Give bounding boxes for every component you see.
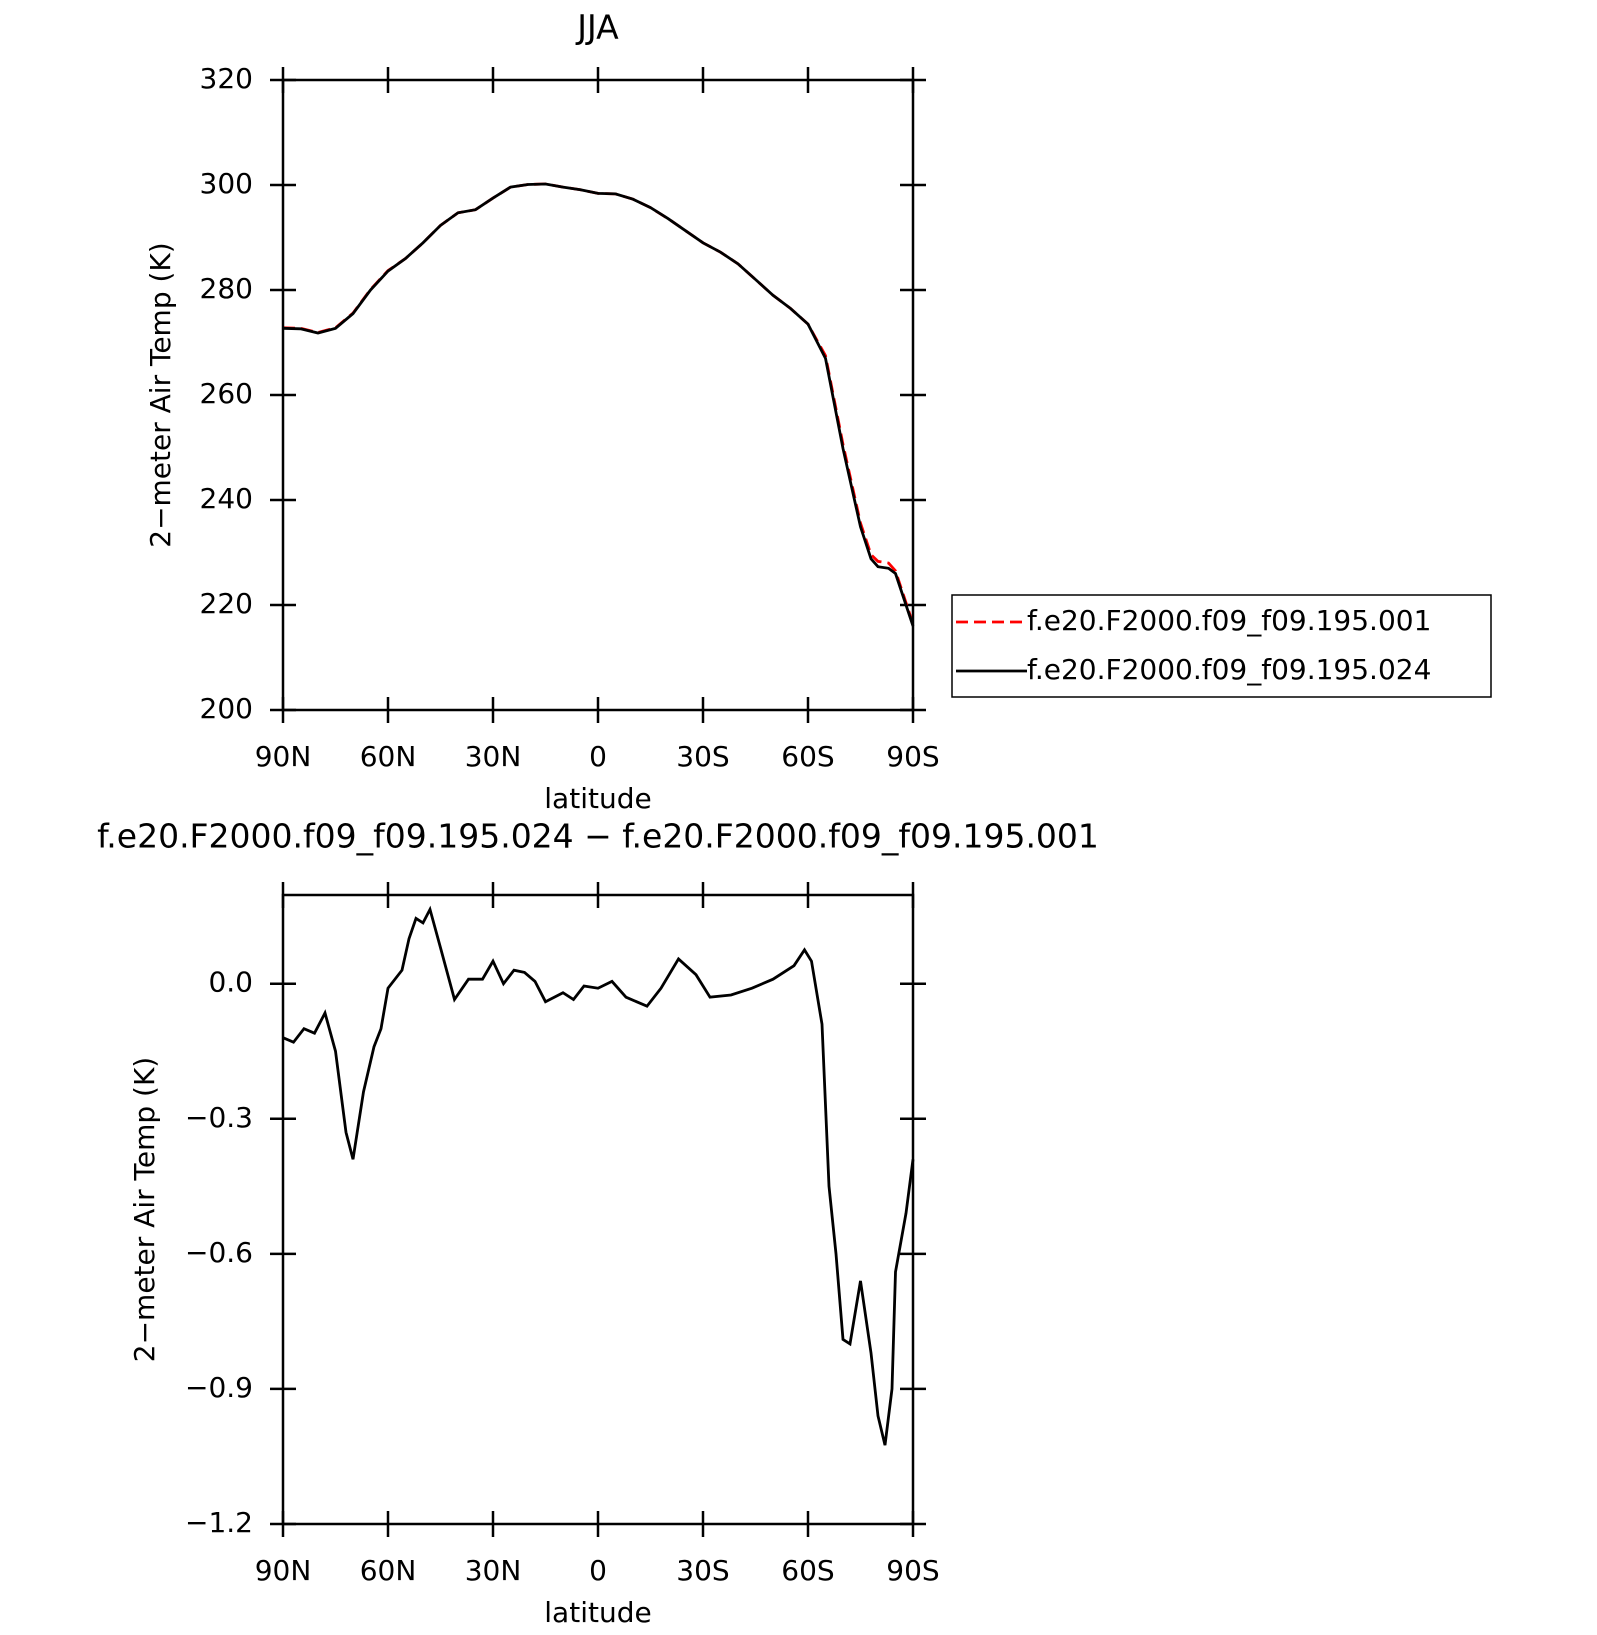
y-tick-label: 260 (200, 377, 253, 410)
y-tick-label: 320 (200, 62, 253, 95)
plot-frame (281, 78, 915, 712)
x-tick-label: 60S (781, 1554, 834, 1587)
y-axis-label: 2−meter Air Temp (K) (144, 242, 177, 547)
chart-title: f.e20.F2000.f09_f09.195.024 − f.e20.F200… (97, 817, 1099, 856)
y-tick-label: 220 (200, 587, 253, 620)
x-tick-label: 0 (589, 1554, 607, 1587)
x-tick-label: 90N (255, 740, 312, 773)
y-tick-label: −0.9 (185, 1371, 253, 1404)
y-tick-label: 0.0 (208, 966, 253, 999)
data-line (282, 182, 915, 627)
y-tick-label: −0.3 (185, 1101, 253, 1134)
x-tick-label: 30N (465, 740, 522, 773)
x-tick-label: 90S (886, 1554, 939, 1587)
legend-box (951, 594, 1492, 698)
x-tick-label: 30S (676, 1554, 729, 1587)
x-axis-label: latitude (544, 782, 651, 815)
y-axis-label: 2−meter Air Temp (K) (128, 1057, 161, 1362)
legend-label: f.e20.F2000.f09_f09.195.001 (1027, 604, 1431, 637)
y-tick-label: 200 (200, 692, 253, 725)
x-tick-label: 60N (360, 740, 417, 773)
plot-frame (281, 893, 915, 1526)
x-tick-label: 90N (255, 1554, 312, 1587)
x-tick-label: 90S (886, 740, 939, 773)
x-tick-label: 0 (589, 740, 607, 773)
x-tick-label: 60S (781, 740, 834, 773)
data-line (282, 905, 915, 1446)
y-tick-label: −1.2 (185, 1506, 253, 1539)
x-axis-label: latitude (544, 1596, 651, 1629)
legend-label: f.e20.F2000.f09_f09.195.024 (1027, 653, 1431, 686)
y-tick-label: 300 (200, 167, 253, 200)
x-tick-label: 60N (360, 1554, 417, 1587)
chart-title: JJA (575, 8, 619, 47)
x-tick-label: 30S (676, 740, 729, 773)
x-tick-label: 30N (465, 1554, 522, 1587)
y-tick-label: −0.6 (185, 1236, 253, 1269)
y-tick-label: 280 (200, 272, 253, 305)
y-tick-label: 240 (200, 482, 253, 515)
data-line (282, 182, 915, 625)
